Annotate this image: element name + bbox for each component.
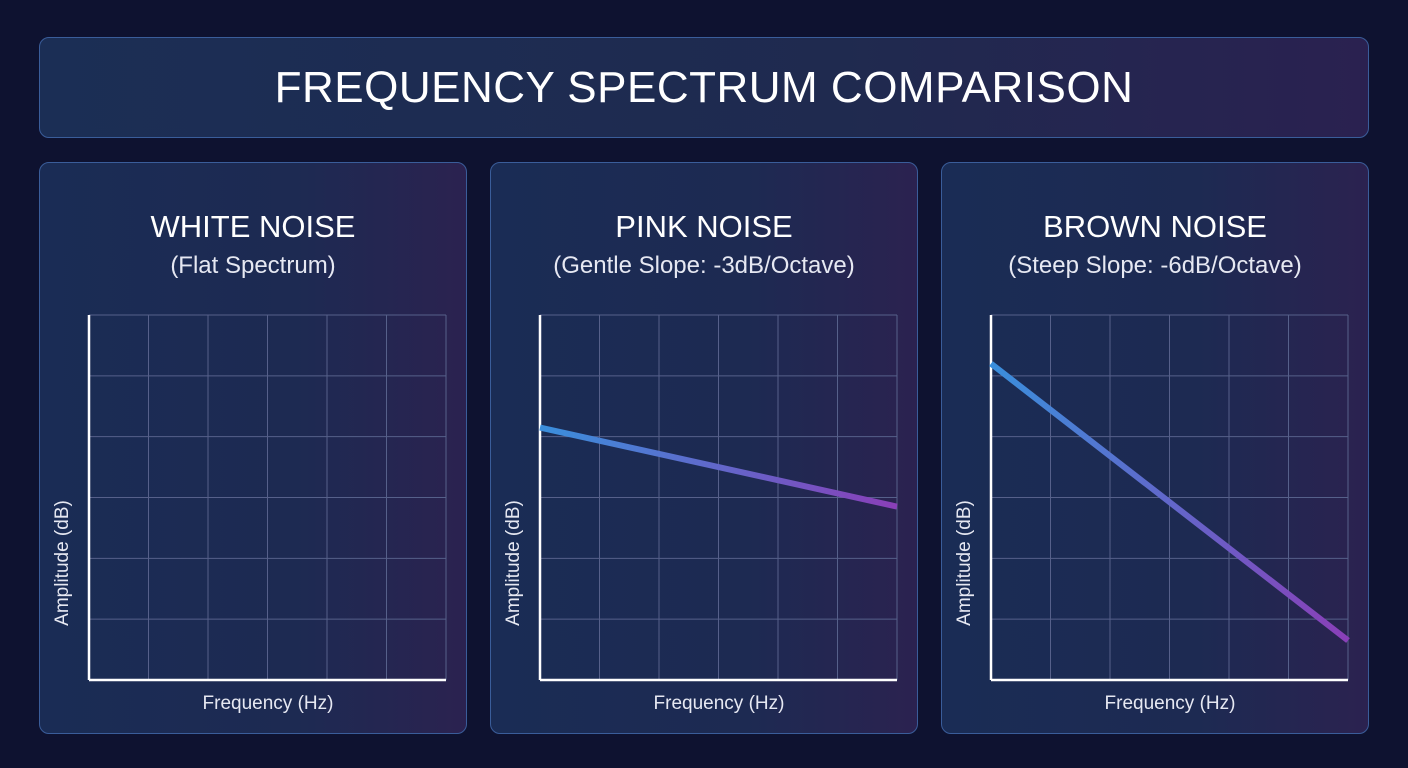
chart-subtitle: (Steep Slope: -6dB/Octave)	[1008, 252, 1302, 279]
title-banner: FREQUENCY SPECTRUM COMPARISON	[39, 37, 1369, 138]
y-axis-label: Amplitude (dB)	[503, 500, 524, 626]
chart-title: PINK NOISE	[615, 209, 793, 244]
page-title: FREQUENCY SPECTRUM COMPARISON	[274, 62, 1134, 112]
spectrum-line	[539, 424, 898, 510]
chart-svg	[538, 314, 898, 682]
chart-title: BROWN NOISE	[1043, 209, 1267, 244]
spectrum-line	[989, 361, 1350, 643]
chart-subtitle: (Flat Spectrum)	[170, 252, 336, 279]
chart-svg	[87, 314, 447, 682]
x-axis-label: Frequency (Hz)	[653, 693, 785, 714]
white-noise-panel: WHITE NOISE (Flat Spectrum) Amplitude (d…	[39, 162, 467, 734]
y-axis-label: Amplitude (dB)	[954, 500, 975, 626]
pink-noise-panel: PINK NOISE (Gentle Slope: -3dB/Octave) A…	[490, 162, 918, 734]
x-axis-label: Frequency (Hz)	[1104, 693, 1236, 714]
x-axis-label: Frequency (Hz)	[202, 693, 334, 714]
brown-noise-panel: BROWN NOISE (Steep Slope: -6dB/Octave) A…	[941, 162, 1369, 734]
chart-subtitle: (Gentle Slope: -3dB/Octave)	[553, 252, 855, 279]
y-axis-label: Amplitude (dB)	[52, 500, 73, 626]
chart-svg	[989, 314, 1350, 682]
chart-title: WHITE NOISE	[150, 209, 356, 244]
